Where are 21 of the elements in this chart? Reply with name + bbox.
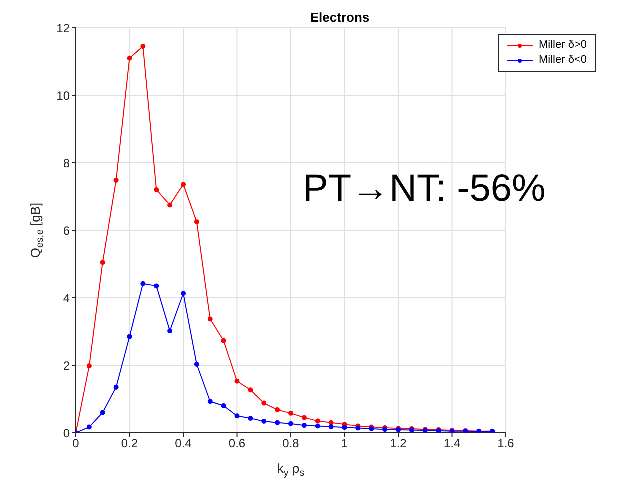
- x-tick-label: 0.8: [282, 436, 300, 451]
- x-tick-label: 1.2: [390, 436, 408, 451]
- x-tick-label: 1.4: [444, 436, 461, 451]
- y-tick-label: 8: [63, 156, 70, 170]
- y-tick-label: 2: [63, 358, 70, 373]
- x-axis-title: k$_{y}$ ρ$_{s}$: [277, 461, 305, 479]
- y-tick-label: 10: [56, 88, 70, 103]
- x-tick-label: 0: [72, 436, 80, 451]
- x-tick-label: 1.6: [498, 436, 515, 451]
- legend-label: Miller δ>0: [539, 38, 587, 53]
- chart-title: Electrons: [310, 10, 370, 25]
- y-tick-label: 6: [63, 224, 70, 238]
- x-tick-label: 0.4: [175, 436, 192, 451]
- legend-label: Miller δ<0: [539, 53, 587, 68]
- annotation: PT→NT: -56%: [303, 168, 546, 211]
- y-tick-label: 0: [63, 426, 70, 440]
- y-tick-label: 4: [63, 291, 70, 306]
- y-tick-label: 12: [56, 21, 70, 36]
- x-tick-label: 0.2: [121, 436, 138, 451]
- x-tick-label: 0.6: [228, 436, 246, 451]
- x-tick-label: 1: [341, 436, 348, 451]
